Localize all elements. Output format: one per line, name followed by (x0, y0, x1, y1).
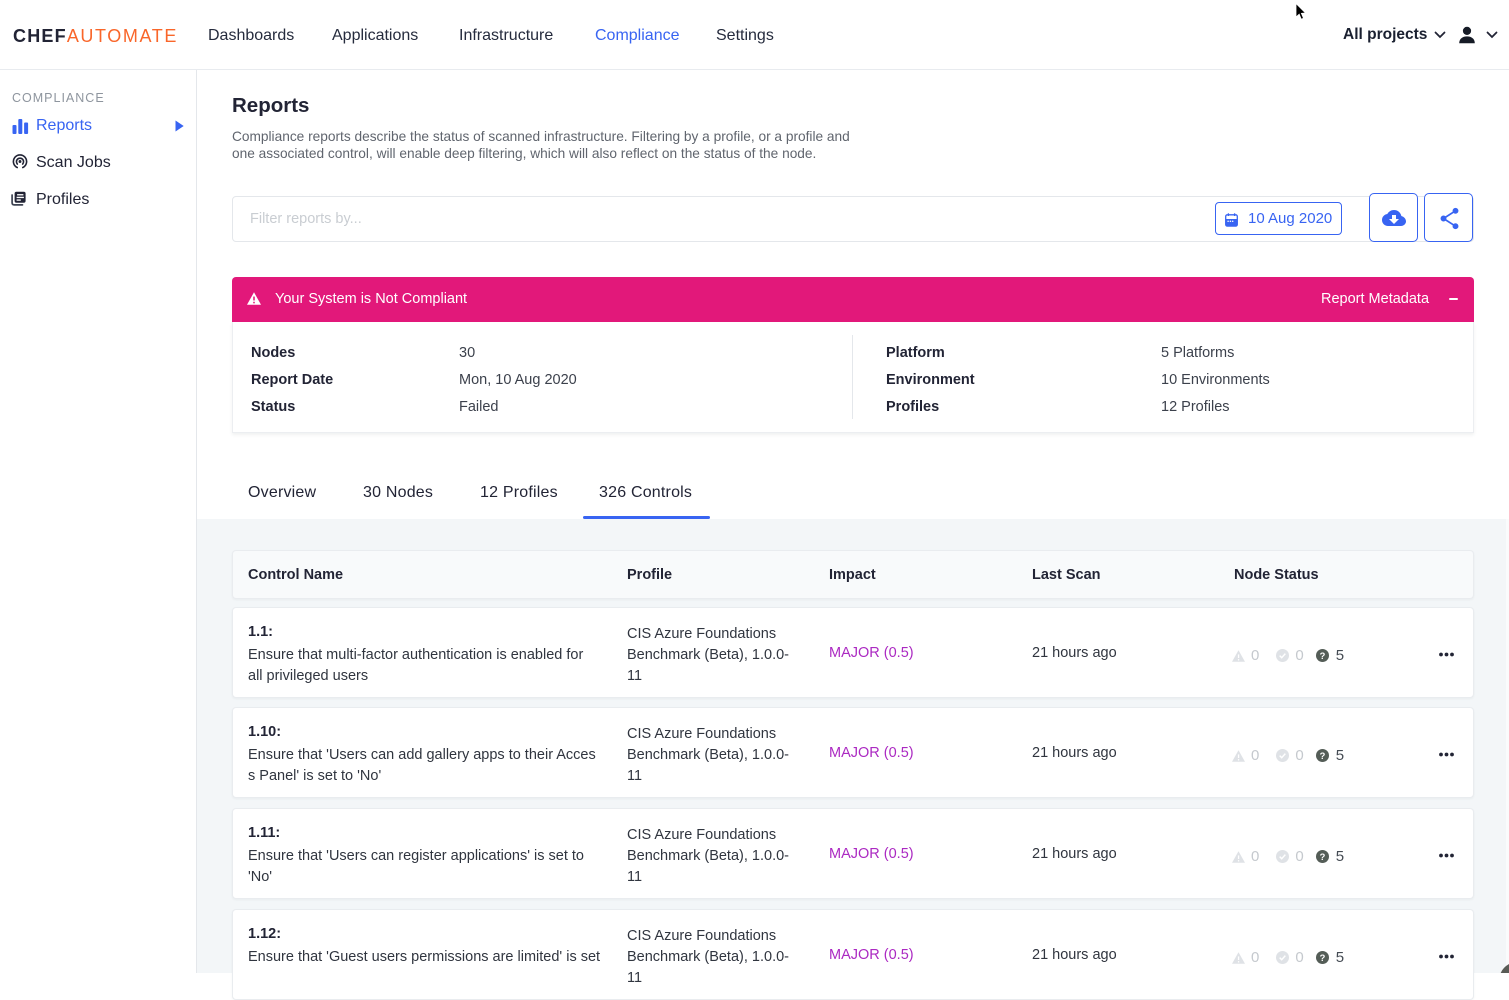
svg-text:?: ? (1319, 651, 1325, 661)
svg-text:?: ? (1319, 953, 1325, 963)
svg-text:?: ? (1319, 751, 1325, 761)
svg-text:?: ? (1319, 852, 1325, 862)
